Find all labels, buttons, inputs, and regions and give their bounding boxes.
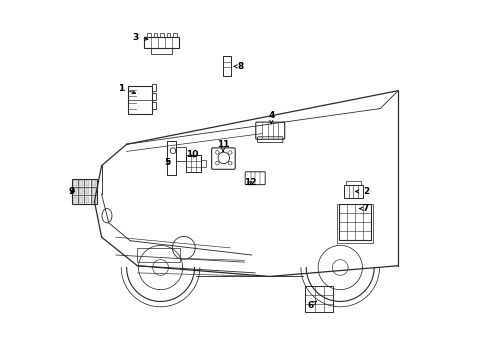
Bar (339, 204, 370, 240)
Bar (337, 204, 372, 243)
Bar (173, 33, 176, 37)
Bar (73, 188, 77, 194)
Bar (85, 197, 89, 203)
Text: 4: 4 (267, 111, 274, 123)
Bar (152, 84, 156, 91)
Bar (80, 188, 83, 194)
Text: 9: 9 (68, 187, 75, 196)
Bar (137, 248, 180, 262)
Bar (85, 180, 89, 186)
Bar (201, 160, 206, 167)
Bar (176, 147, 185, 161)
Bar (85, 188, 89, 194)
Bar (153, 33, 157, 37)
Bar (166, 141, 176, 175)
Bar (91, 180, 95, 186)
Text: 7: 7 (359, 204, 368, 213)
Bar (80, 197, 83, 203)
Bar (344, 185, 362, 198)
Text: 2: 2 (355, 187, 368, 196)
Bar (143, 37, 179, 48)
Text: 6: 6 (307, 301, 316, 310)
Bar (223, 56, 231, 76)
Bar (91, 188, 95, 194)
Bar (91, 197, 95, 203)
Bar (345, 181, 360, 185)
Bar (160, 33, 163, 37)
Bar (152, 93, 156, 100)
Text: 1: 1 (118, 84, 135, 94)
Bar (73, 180, 77, 186)
Bar (80, 180, 83, 186)
Text: 3: 3 (132, 33, 147, 42)
Bar (152, 102, 156, 109)
Bar (151, 48, 172, 54)
Text: 11: 11 (216, 140, 229, 152)
Bar (73, 197, 77, 203)
Bar (166, 33, 170, 37)
Text: 8: 8 (234, 62, 244, 71)
Text: 12: 12 (243, 178, 256, 187)
Bar (186, 156, 201, 172)
Text: 10: 10 (186, 150, 199, 159)
Bar (147, 33, 151, 37)
Bar (72, 179, 97, 203)
Bar (305, 287, 332, 312)
Text: 5: 5 (164, 158, 170, 167)
